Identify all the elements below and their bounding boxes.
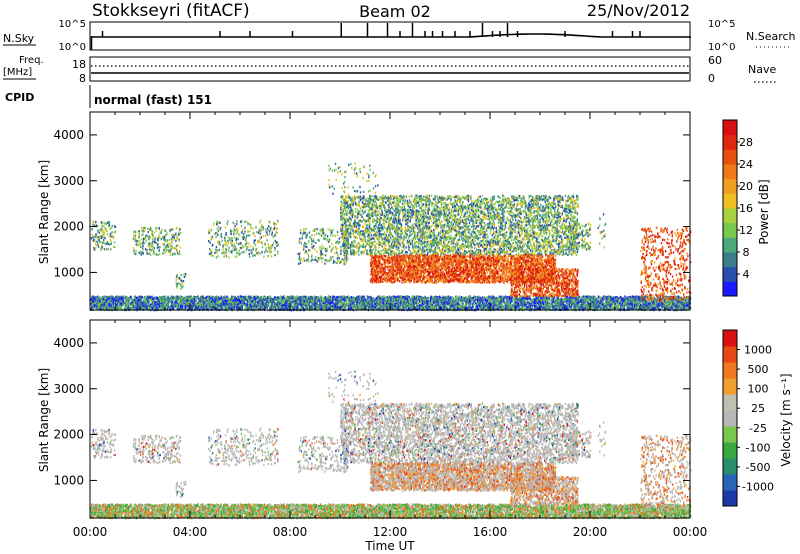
nsearch-tick-top: 10^5 [708, 19, 735, 30]
nsky-tick-top: 10^5 [59, 19, 86, 30]
power-heatmap [90, 163, 691, 312]
beam-title: Beam 02 [359, 2, 431, 21]
nave-tick-top: 60 [708, 54, 722, 67]
nsky-trace [91, 23, 691, 50]
freq-label: Freq. [19, 55, 44, 66]
nave-label: Nave [748, 63, 776, 76]
range-gate-cell [468, 296, 469, 298]
nsky-baseline [91, 34, 691, 37]
freq-tick-bottom: 8 [79, 72, 86, 85]
cpid-label: CPID [5, 91, 34, 104]
nsky-label: N.Sky [3, 32, 35, 45]
freq-unit-label: [MHz] [3, 67, 32, 78]
station-title: Stokkseyri (fitACF) [92, 1, 250, 21]
cpid-value: normal (fast) 151 [94, 93, 212, 107]
nsearch-label: N.Search [746, 30, 796, 43]
nave-tick-bottom: 0 [708, 72, 715, 85]
nsky-panel [90, 22, 690, 50]
freq-panel [90, 57, 690, 81]
nsky-tick-bottom: 10^0 [59, 42, 86, 53]
nsearch-tick-bottom: 10^0 [708, 42, 735, 53]
freq-tick-top: 18 [72, 58, 86, 71]
date-title: 25/Nov/2012 [587, 1, 690, 20]
rti-plot: Stokkseyri (fitACF) Beam 02 25/Nov/2012 … [0, 0, 800, 554]
